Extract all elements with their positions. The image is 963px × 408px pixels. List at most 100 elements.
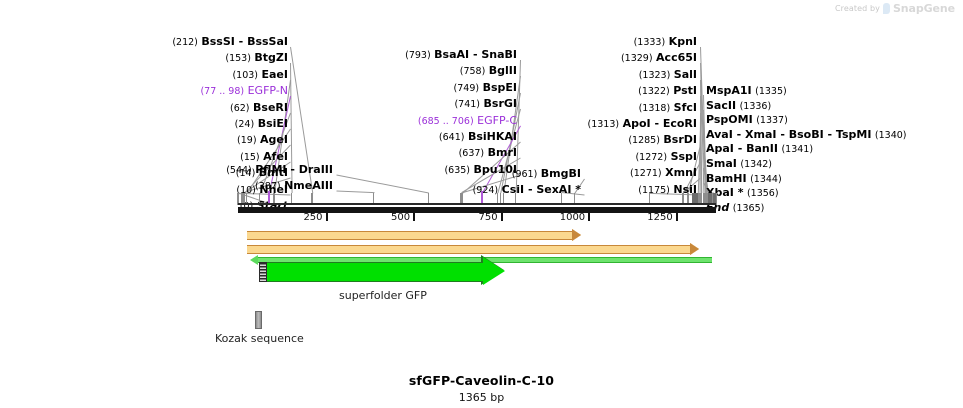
feature-arrow-orange <box>247 245 690 254</box>
site-position: (1341) <box>781 144 814 156</box>
kozak-feature-label: Kozak sequence <box>215 332 304 345</box>
site-position: (15) <box>240 151 260 163</box>
enzyme-site-label: (1333) KpnI <box>634 36 697 48</box>
cut-site-tick <box>290 193 293 205</box>
enzyme-name: SspI <box>670 149 697 163</box>
cut-site-tick <box>459 193 462 205</box>
enzyme-name: SalI <box>673 67 697 81</box>
site-position: (1365) <box>732 202 765 214</box>
enzyme-name: BsaAI - SnaBI <box>434 48 517 61</box>
site-position: (637) <box>458 148 485 160</box>
enzyme-name: Bpu10I <box>473 162 518 176</box>
leader-line <box>336 190 375 194</box>
cut-site-tick <box>496 193 499 205</box>
enzyme-site-label: (387) NmeAIII <box>255 180 333 192</box>
enzyme-name: BglII <box>488 64 517 78</box>
feature-label: (685 .. 706) EGFP-C <box>418 115 517 127</box>
enzyme-name: NheI <box>259 182 288 196</box>
enzyme-name: AgeI <box>260 133 288 147</box>
enzyme-site-label: (758) BglII <box>460 65 517 77</box>
site-position: (1329) <box>620 53 653 65</box>
site-position: (19) <box>237 135 257 147</box>
map-title-block: sfGFP-Caveolin-C-10 1365 bp <box>0 373 963 404</box>
site-position: (635) <box>444 164 470 176</box>
cut-site-tick <box>713 193 716 205</box>
enzyme-name: SmaI <box>706 157 737 170</box>
cut-site-tick <box>258 193 261 205</box>
enzyme-site-label: (153) BtgZI <box>225 52 288 64</box>
ruler-tick <box>325 213 328 221</box>
cut-site-tick <box>273 193 275 205</box>
cut-site-tick <box>712 193 714 205</box>
enzyme-name: Start <box>256 199 288 212</box>
cut-site-tick <box>698 193 701 205</box>
enzyme-name: BsrGI <box>483 97 517 111</box>
site-position: (544) <box>226 165 252 176</box>
ruler-tick <box>675 213 678 221</box>
site-position: (1285) <box>628 135 660 147</box>
site-position: (1323) <box>638 69 671 81</box>
enzyme-site-label: SacII (1336) <box>706 100 771 112</box>
enzyme-name: PspOMI <box>706 113 753 127</box>
enzyme-name: MspA1I <box>706 84 752 97</box>
cut-site-tick <box>560 193 563 205</box>
enzyme-name: EaeI <box>261 67 289 81</box>
enzyme-site-label: XbaI * (1356) <box>706 187 779 199</box>
cut-site-tick <box>700 193 702 205</box>
site-position: (1336) <box>739 100 772 112</box>
cut-site-tick <box>461 193 464 205</box>
enzyme-site-label: (924) CsiI - SexAI * <box>473 184 581 196</box>
site-position: (685 .. 706) <box>417 115 474 127</box>
ruler-tick <box>413 213 416 221</box>
site-position: (1337) <box>756 115 788 127</box>
site-position: (924) <box>472 185 499 197</box>
ruler-tick-label: 500 <box>390 212 411 223</box>
enzyme-site-label: (10) NheI <box>236 184 288 196</box>
ruler-tick-label: 750 <box>478 212 498 223</box>
enzyme-name: ApaI - BanII <box>706 142 778 156</box>
backbone-top-rule <box>238 203 716 205</box>
enzyme-site-label: (635) Bpu10I <box>444 164 517 176</box>
site-position: (14) <box>235 168 256 180</box>
cut-site-tick <box>687 193 689 205</box>
cut-site-tick <box>514 193 517 205</box>
cut-site-tick <box>502 193 505 205</box>
enzyme-site-label: (1313) ApoI - EcoRI <box>587 118 697 130</box>
enzyme-name: EGFP-C <box>477 113 517 127</box>
enzyme-name: SfcI <box>673 100 697 114</box>
cut-site-tick <box>709 193 713 205</box>
site-position: (1344) <box>750 173 782 185</box>
cut-site-tick <box>242 193 244 205</box>
enzyme-site-label: (15) AfeI <box>240 151 288 163</box>
enzyme-site-label: (1318) SfcI <box>639 102 697 114</box>
ruler-tick <box>588 213 591 221</box>
site-position: (793) <box>405 50 431 61</box>
watermark-created-by: Created by <box>834 4 880 13</box>
enzyme-site-label: BamHI (1344) <box>706 173 782 185</box>
watermark-brand: SnapGene <box>892 2 955 15</box>
site-position: (77 .. 98) <box>200 86 245 98</box>
enzyme-site-label: ApaI - BanII (1341) <box>706 143 813 155</box>
cut-site-tick <box>682 193 684 205</box>
enzyme-name: End <box>706 200 730 214</box>
enzyme-name: XmnI <box>665 166 697 180</box>
site-position: (1340) <box>874 129 907 141</box>
enzyme-site-label: (1322) PstI <box>638 85 697 97</box>
feature-arrowhead <box>572 229 581 241</box>
enzyme-name: ApoI - EcoRI <box>622 117 697 130</box>
cut-site-tick <box>648 193 651 205</box>
enzyme-site-label: (544) PflMI - DraIII <box>226 164 333 176</box>
site-position: (153) <box>225 53 251 65</box>
cut-site-tick <box>692 193 695 205</box>
site-position: (103) <box>232 69 258 81</box>
enzyme-site-label: (741) BsrGI <box>454 98 517 110</box>
enzyme-site-label: (1175) NsiI <box>638 184 697 196</box>
enzyme-site-label: (637) BmrI <box>459 147 517 159</box>
feature-arrowhead-left <box>250 255 258 265</box>
enzyme-site-label: AvaI - XmaI - BsoBI - TspMI (1340) <box>706 129 907 141</box>
plasmid-length: 1365 bp <box>458 391 505 404</box>
cut-site-tick <box>372 193 375 205</box>
sequence-backbone <box>238 207 716 213</box>
site-position: (1335) <box>755 86 787 97</box>
cut-site-tick <box>694 193 697 205</box>
